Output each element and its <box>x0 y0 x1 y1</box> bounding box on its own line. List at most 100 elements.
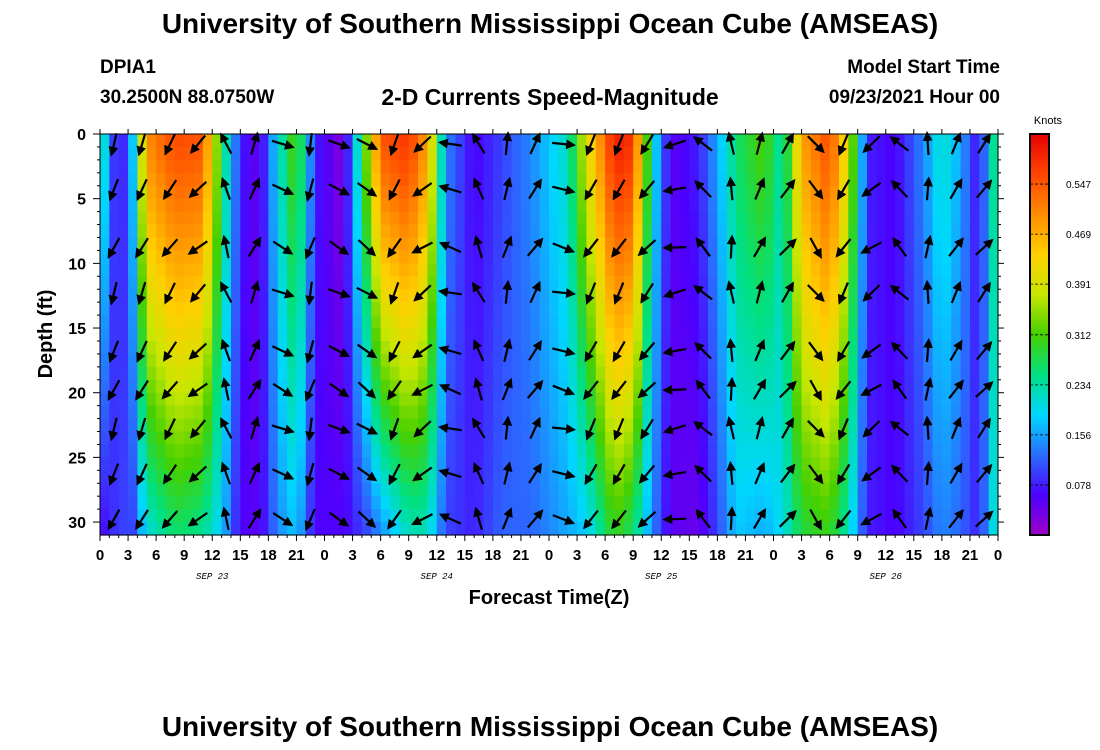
heatmap-cell <box>352 237 363 252</box>
heatmap-cell <box>249 522 260 536</box>
current-vector-arrow <box>107 237 121 259</box>
heatmap-cell <box>717 366 728 381</box>
heatmap-cell <box>969 250 980 264</box>
heatmap-cell <box>118 250 129 264</box>
heatmap-cell <box>389 328 400 342</box>
heatmap-cell <box>754 444 765 458</box>
current-vector-arrow <box>472 281 486 303</box>
current-vector-arrow <box>473 377 483 401</box>
heatmap-cell <box>782 224 793 239</box>
heatmap-cell <box>464 418 475 433</box>
heatmap-cell <box>361 172 372 187</box>
heatmap-cell <box>698 470 709 484</box>
heatmap-cell <box>408 392 419 407</box>
heatmap-cell <box>913 198 924 213</box>
heatmap-cell <box>193 444 204 458</box>
heatmap-cell <box>446 444 457 458</box>
heatmap-cell <box>259 483 269 497</box>
heatmap-cell <box>221 392 232 407</box>
heatmap-cell <box>801 431 812 446</box>
heatmap-cell <box>642 340 653 355</box>
heatmap-cell <box>446 379 457 394</box>
heatmap-cell <box>212 263 223 277</box>
heatmap-cell <box>689 172 700 187</box>
heatmap-cell <box>156 483 167 497</box>
heatmap-cell <box>923 444 934 458</box>
current-vector-arrow <box>695 237 711 257</box>
heatmap-cell <box>371 198 382 213</box>
heatmap-cell <box>913 366 924 381</box>
heatmap-cell <box>474 146 485 161</box>
heatmap-cell <box>324 379 335 394</box>
heatmap-cell <box>118 418 129 433</box>
heatmap-cell <box>679 405 690 420</box>
heatmap-cell <box>408 418 419 433</box>
heatmap-cell <box>689 457 700 471</box>
heatmap-cell <box>436 146 447 161</box>
heatmap-cell <box>951 159 962 174</box>
heatmap-cell <box>511 522 522 536</box>
heatmap-cell <box>408 211 419 226</box>
heatmap-cell <box>960 444 971 458</box>
current-vector-arrow <box>779 340 796 361</box>
current-vector-arrow <box>328 382 350 398</box>
current-vector-arrow <box>163 464 178 485</box>
heatmap-cell <box>408 159 419 174</box>
heatmap-cell <box>128 353 139 368</box>
heatmap-cell <box>399 431 410 446</box>
heatmap-cell <box>174 198 185 213</box>
heatmap-cell <box>979 302 990 316</box>
heatmap-cell <box>128 289 139 303</box>
heatmap-cell <box>502 366 513 381</box>
heatmap-cell <box>427 522 438 536</box>
heatmap-cell <box>577 405 588 420</box>
heatmap-cell <box>520 185 531 200</box>
heatmap-cell <box>979 211 990 226</box>
heatmap-cell <box>389 315 400 329</box>
heatmap-cell <box>904 315 915 329</box>
heatmap-cell <box>109 483 120 497</box>
heatmap-cell <box>530 431 541 446</box>
current-vector-arrow <box>528 178 542 200</box>
heatmap-cell <box>118 366 129 381</box>
y-axis-label: Depth (ft) <box>35 290 57 379</box>
heatmap-cell <box>305 496 316 510</box>
heatmap-cell <box>717 496 728 510</box>
heatmap-cell <box>324 276 335 290</box>
heatmap-cell <box>333 366 344 381</box>
heatmap-cell <box>520 431 531 446</box>
heatmap-cell <box>698 185 709 200</box>
heatmap-cell <box>838 276 849 290</box>
heatmap-cell <box>464 470 475 484</box>
heatmap-cell <box>932 470 943 484</box>
heatmap-cell <box>623 211 634 226</box>
x-tick-label: 6 <box>825 547 833 564</box>
heatmap-cell <box>651 379 662 394</box>
current-vector-arrow <box>412 182 433 197</box>
heatmap-cell <box>156 392 167 407</box>
current-vector-arrow <box>977 417 991 439</box>
heatmap-cell <box>427 263 438 277</box>
current-vector-arrow <box>892 379 908 400</box>
heatmap-cell <box>221 366 232 381</box>
current-vector-arrow <box>411 241 433 254</box>
heatmap-cell <box>418 379 428 394</box>
heatmap-cell <box>212 405 223 420</box>
heatmap-cell <box>782 185 793 200</box>
heatmap-cell <box>558 379 569 394</box>
heatmap-cell <box>595 328 606 342</box>
heatmap-cell <box>577 134 588 148</box>
heatmap-cell <box>670 496 681 510</box>
current-vector-arrow <box>694 341 712 360</box>
heatmap-cell <box>670 134 681 148</box>
heatmap-cell <box>913 211 924 226</box>
heatmap-cell <box>969 315 980 329</box>
heatmap-cell <box>128 379 139 394</box>
heatmap-cell <box>745 496 756 510</box>
heatmap-cell <box>838 237 849 252</box>
heatmap-cell <box>895 302 906 316</box>
current-vector-arrow <box>754 461 766 485</box>
current-vector-arrow <box>164 133 176 156</box>
heatmap-cell <box>736 198 747 213</box>
heatmap-cell <box>492 250 503 264</box>
